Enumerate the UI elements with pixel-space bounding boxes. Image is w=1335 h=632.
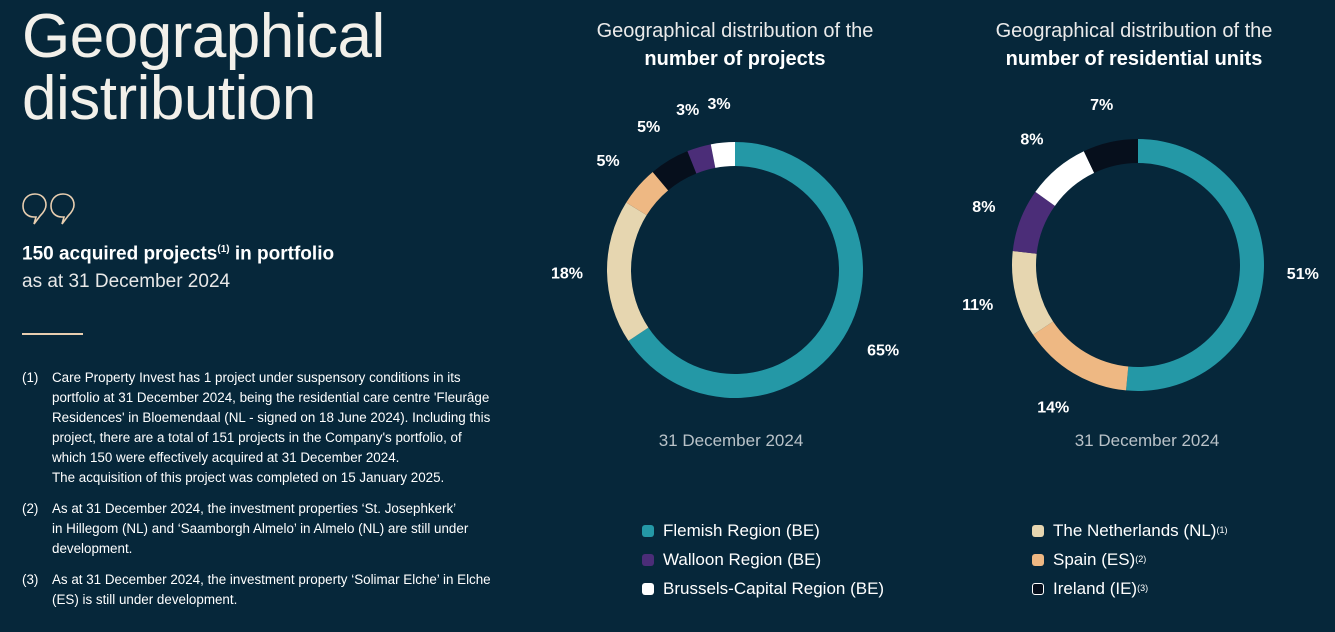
chart-1-slice-brussels bbox=[710, 142, 735, 168]
footnote-line: in Hillegom (NL) and ‘Saamborgh Almelo’ … bbox=[52, 521, 469, 536]
chart-2-title: Geographical distribution of the number … bbox=[944, 17, 1324, 73]
legend-swatch bbox=[642, 553, 654, 566]
footnote-line: As at 31 December 2024, the investment p… bbox=[52, 572, 491, 587]
legend-label: Flemish Region (BE) bbox=[663, 521, 820, 540]
footnotes: (1) Care Property Invest has 1 project un… bbox=[22, 368, 562, 621]
chart-1-label-brussels: 3% bbox=[707, 96, 730, 113]
chart-1-title: Geographical distribution of the number … bbox=[545, 17, 925, 73]
footnote-number: (1) bbox=[22, 370, 39, 385]
chart-1-title-line-1: Geographical distribution of the bbox=[596, 20, 874, 42]
legend-right: The Netherlands (NL) (1) Spain (ES) (2) Irel… bbox=[1032, 516, 1227, 603]
legend-label: Walloon Region (BE) bbox=[663, 550, 822, 569]
footnote-text: As at 31 December 2024, the investment p… bbox=[52, 570, 562, 610]
summary-superscript: (1) bbox=[217, 244, 230, 255]
summary-bold-tail: in portfolio bbox=[229, 243, 335, 265]
page-title: Geographical distribution bbox=[22, 6, 385, 130]
legend-swatch bbox=[642, 524, 654, 537]
chart-1-label-netherlands: 18% bbox=[551, 266, 583, 283]
summary-bold-text: 150 acquired projects bbox=[22, 243, 218, 265]
legend-item-walloon: Walloon Region (BE) bbox=[642, 545, 884, 574]
footnote-line: As at 31 December 2024, the investment p… bbox=[52, 501, 457, 516]
legend-left: Flemish Region (BE) Walloon Region (BE) Br… bbox=[642, 516, 884, 603]
chart-2-label-brussels: 8% bbox=[1020, 132, 1043, 149]
legend-label: Brussels-Capital Region (BE) bbox=[663, 579, 885, 598]
chart-1-date: 31 December 2024 bbox=[658, 431, 804, 450]
footnote-number: (3) bbox=[22, 572, 39, 587]
legend-superscript: (2) bbox=[1135, 554, 1147, 564]
summary-headline: 150 acquired projects(1) in portfolio bbox=[22, 236, 334, 268]
footnote-line: The acquisition of this project was comp… bbox=[52, 470, 445, 485]
chart-1-label-walloon: 3% bbox=[676, 102, 699, 119]
legend-swatch bbox=[642, 582, 654, 595]
title-line-2: distribution bbox=[22, 64, 316, 133]
chart-1-slice-walloon bbox=[687, 144, 716, 174]
legend-item-ireland: Ireland (IE) (3) bbox=[1032, 574, 1227, 603]
footnote-line: Care Property Invest has 1 project under… bbox=[52, 370, 461, 385]
chart-1-slice-spain bbox=[626, 171, 669, 216]
legend-superscript: (3) bbox=[1137, 583, 1149, 593]
chart-1-slice-netherlands bbox=[607, 202, 649, 341]
summary-date: as at 31 December 2024 bbox=[22, 271, 231, 293]
title-line-1: Geographical bbox=[22, 2, 385, 71]
chart-2-title-line-1: Geographical distribution of the bbox=[995, 20, 1273, 42]
footnote-number: (2) bbox=[22, 501, 39, 516]
legend-swatch bbox=[1032, 582, 1044, 595]
footnote-line: which 150 were effectively acquired at 3… bbox=[52, 450, 400, 465]
legend-superscript: (1) bbox=[1216, 525, 1228, 535]
legend-item-spain: Spain (ES) (2) bbox=[1032, 545, 1227, 574]
chart-2-date: 31 December 2024 bbox=[1074, 431, 1220, 450]
divider bbox=[22, 333, 83, 335]
footnote-line: portfolio at 31 December 2024, being the… bbox=[52, 390, 490, 405]
chart-2-label-spain: 14% bbox=[1037, 400, 1069, 417]
chart-2-label-flemish: 51% bbox=[1287, 266, 1319, 283]
chart-2-slice-ireland bbox=[1083, 139, 1138, 173]
footnote-line: (ES) is still under development. bbox=[52, 592, 238, 607]
legend-label: The Netherlands (NL) bbox=[1053, 521, 1217, 540]
chart-2-label-ireland: 7% bbox=[1090, 97, 1113, 114]
chart-2-slice-brussels bbox=[1035, 151, 1095, 206]
chart-1-label-ireland: 5% bbox=[637, 119, 660, 136]
chart-1-slice-ireland bbox=[652, 151, 697, 191]
footnote-line: development. bbox=[52, 541, 133, 556]
footnote-text: Care Property Invest has 1 project under… bbox=[52, 368, 562, 488]
legend-label: Spain (ES) bbox=[1053, 550, 1136, 569]
chart-2-label-netherlands: 11% bbox=[962, 297, 993, 314]
legend-item-netherlands: The Netherlands (NL) (1) bbox=[1032, 516, 1227, 545]
footnote-2: (2) As at 31 December 2024, the investmen… bbox=[22, 499, 562, 559]
footnote-line: Residences' in Bloemendaal (NL - signed … bbox=[52, 410, 491, 425]
chart-2-title-line-2: number of residential units bbox=[1005, 48, 1263, 70]
chart-2-slice-walloon bbox=[1012, 191, 1055, 254]
chart-2-slice-netherlands bbox=[1012, 251, 1054, 335]
quote-icon bbox=[22, 192, 76, 231]
chart-2-slice-flemish bbox=[1126, 139, 1264, 391]
footnote-line: project, there are a total of 151 projec… bbox=[52, 430, 462, 445]
legend-label: Ireland (IE) bbox=[1053, 579, 1138, 598]
legend-swatch bbox=[1032, 553, 1044, 566]
footnote-text: As at 31 December 2024, the investment p… bbox=[52, 499, 562, 559]
chart-1-title-line-2: number of projects bbox=[644, 48, 826, 70]
legend-swatch bbox=[1032, 524, 1044, 537]
chart-2-slice-spain bbox=[1033, 321, 1129, 391]
legend-item-brussels: Brussels-Capital Region (BE) bbox=[642, 574, 884, 603]
legend-item-flemish: Flemish Region (BE) bbox=[642, 516, 884, 545]
portfolio-summary: 150 acquired projects(1) in portfolio as… bbox=[22, 236, 334, 296]
footnote-3: (3) As at 31 December 2024, the investmen… bbox=[22, 570, 562, 610]
chart-2-label-walloon: 8% bbox=[972, 199, 995, 216]
footnote-1: (1) Care Property Invest has 1 project un… bbox=[22, 368, 562, 488]
chart-1-label-flemish: 65% bbox=[867, 342, 899, 359]
chart-1-label-spain: 5% bbox=[596, 153, 619, 170]
